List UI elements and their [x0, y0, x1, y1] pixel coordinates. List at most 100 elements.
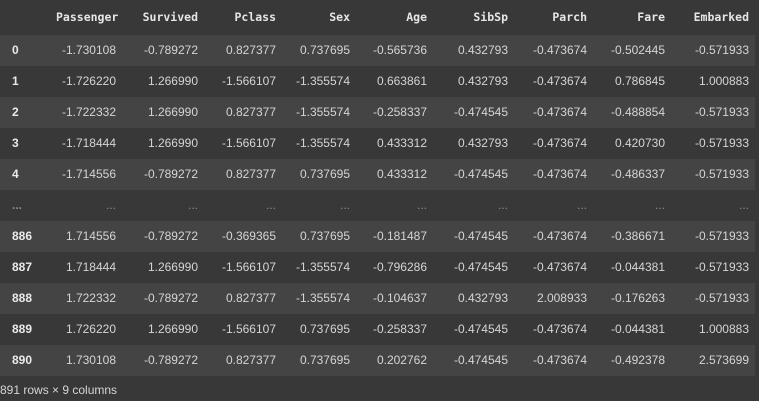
table-cell: 0.737695: [299, 167, 350, 181]
table-cell: -0.571933: [694, 260, 749, 274]
table-row: 3 -1.718444 1.266990 -1.566107 -1.355574 0.43…: [0, 128, 755, 159]
table-cell: -1.355574: [295, 136, 350, 150]
table-cell: -0.486337: [610, 167, 665, 181]
table-cell: -1.730108: [61, 43, 116, 57]
table-cell: -0.473674: [532, 260, 587, 274]
table-cell: 0.432793: [457, 43, 508, 57]
dataframe-table: Passenger Survived Pclass Sex Age SibSp …: [0, 0, 755, 376]
table-cell: -0.789272: [143, 167, 198, 181]
table-cell: -1.355574: [295, 291, 350, 305]
table-cell: -0.789272: [143, 353, 198, 367]
table-row: 2 -1.722332 1.266990 0.827377 -1.355574 -0.25…: [0, 97, 755, 128]
row-index: 1: [12, 74, 19, 88]
table-cell: 0.663861: [376, 74, 427, 88]
row-index: ...: [12, 198, 23, 212]
table-cell: -0.473674: [532, 74, 587, 88]
table-cell: 0.202762: [376, 353, 427, 367]
table-cell: ...: [497, 198, 508, 212]
table-cell: -0.474545: [453, 322, 508, 336]
table-cell: -1.566107: [221, 322, 276, 336]
table-cell: -1.718444: [61, 136, 116, 150]
table-cell: -0.473674: [532, 105, 587, 119]
table-row: 4 -1.714556 -0.789272 0.827377 0.737695 0.433…: [0, 159, 755, 190]
row-index: 887: [12, 260, 33, 274]
table-cell: ...: [416, 198, 427, 212]
table-cell: 0.827377: [225, 43, 276, 57]
table-cell: -0.571933: [694, 229, 749, 243]
table-cell: 2.008933: [536, 291, 587, 305]
table-cell: -0.258337: [372, 322, 427, 336]
table-cell: -0.386671: [610, 229, 665, 243]
table-cell: -0.473674: [532, 136, 587, 150]
table-cell: -0.473674: [532, 43, 587, 57]
table-cell: 2.573699: [698, 353, 749, 367]
table-cell: ...: [265, 198, 276, 212]
table-cell: -0.474545: [453, 353, 508, 367]
table-cell: -0.789272: [143, 43, 198, 57]
dataframe-output: Passenger Survived Pclass Sex Age SibSp …: [0, 0, 755, 376]
table-cell: -0.369365: [221, 229, 276, 243]
table-cell: -0.474545: [453, 105, 508, 119]
table-row: 888 1.722332 -0.789272 0.827377 -1.355574 -0.…: [0, 283, 755, 314]
table-cell: -1.726220: [61, 74, 116, 88]
table-row: 886 1.714556 -0.789272 -0.369365 0.737695 -0.…: [0, 221, 755, 252]
table-cell: -0.789272: [143, 229, 198, 243]
table-cell: -0.473674: [532, 229, 587, 243]
table-cell: -0.258337: [372, 105, 427, 119]
column-header-sibsp: SibSp: [473, 10, 508, 24]
table-cell: -1.355574: [295, 105, 350, 119]
shape-summary: 891 rows × 9 columns: [0, 383, 118, 397]
table-cell: -0.044381: [610, 260, 665, 274]
table-cell: 0.420730: [614, 136, 665, 150]
table-cell: -1.722332: [61, 105, 116, 119]
table-row: 0 -1.730108 -0.789272 0.827377 0.737695 -0.56…: [0, 35, 755, 66]
table-row: 889 1.726220 1.266990 -1.566107 0.737695 -0.2…: [0, 314, 755, 345]
column-header-sex: Sex: [329, 10, 350, 24]
table-cell: 0.737695: [299, 43, 350, 57]
table-cell: -0.571933: [694, 167, 749, 181]
table-cell: ...: [576, 198, 587, 212]
table-cell: -0.502445: [610, 43, 665, 57]
table-cell: 1.726220: [65, 322, 116, 336]
table-cell: 0.432793: [457, 136, 508, 150]
row-index: 2: [12, 105, 19, 119]
table-cell: -0.474545: [453, 167, 508, 181]
column-header-survived: Survived: [142, 10, 198, 24]
table-cell: 1.266990: [147, 260, 198, 274]
column-header-index: [0, 0, 50, 35]
table-cell: -1.566107: [221, 260, 276, 274]
table-cell: 0.737695: [299, 322, 350, 336]
row-index: 0: [12, 43, 19, 57]
table-cell: -0.044381: [610, 322, 665, 336]
table-cell: 0.827377: [225, 353, 276, 367]
table-cell: 1.730108: [65, 353, 116, 367]
table-cell: 0.433312: [376, 167, 427, 181]
table-cell: 0.432793: [457, 291, 508, 305]
table-cell: -1.355574: [295, 260, 350, 274]
table-cell: 0.827377: [225, 105, 276, 119]
table-cell: -1.714556: [61, 167, 116, 181]
table-cell: -1.566107: [221, 136, 276, 150]
column-header-fare: Fare: [637, 10, 665, 24]
table-cell: 1.266990: [147, 136, 198, 150]
table-cell: -0.571933: [694, 43, 749, 57]
table-row: 1 -1.726220 1.266990 -1.566107 -1.355574 0.66…: [0, 66, 755, 97]
column-header-pclass: Pclass: [234, 10, 276, 24]
table-cell: -0.473674: [532, 353, 587, 367]
table-row: 887 1.718444 1.266990 -1.566107 -1.355574 -0.…: [0, 252, 755, 283]
column-header-age: Age: [406, 10, 427, 24]
table-cell: -0.104637: [372, 291, 427, 305]
table-cell: 0.432793: [457, 74, 508, 88]
row-index: 889: [12, 322, 33, 336]
column-header-passenger: Passenger: [56, 10, 119, 24]
table-cell: 1.722332: [65, 291, 116, 305]
table-cell: -1.355574: [295, 74, 350, 88]
table-cell: -1.566107: [221, 74, 276, 88]
table-cell: 0.737695: [299, 353, 350, 367]
table-cell: ...: [738, 198, 749, 212]
table-cell: -0.474545: [453, 229, 508, 243]
table-cell: 0.827377: [225, 291, 276, 305]
row-index: 890: [12, 353, 33, 367]
table-row: 890 1.730108 -0.789272 0.827377 0.737695 0.20…: [0, 345, 755, 376]
table-cell: -0.492378: [610, 353, 665, 367]
